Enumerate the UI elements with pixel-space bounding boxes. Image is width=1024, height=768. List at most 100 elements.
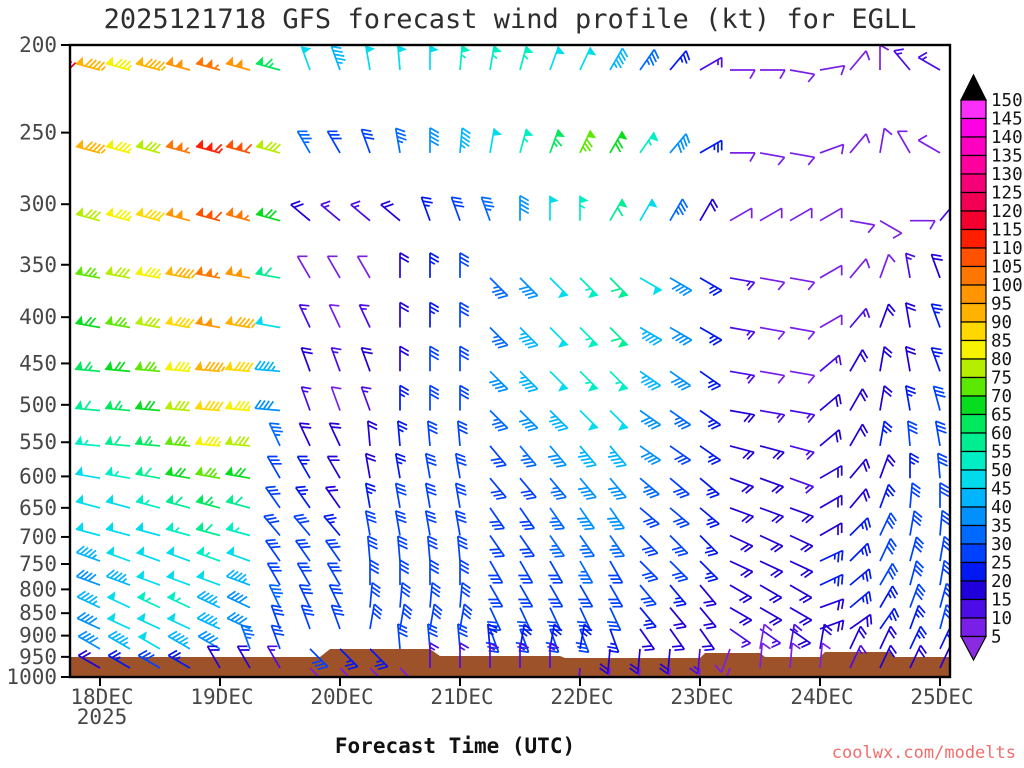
barb-staff — [932, 385, 946, 411]
barb-staff — [326, 130, 342, 154]
barb-staff — [607, 628, 620, 654]
barb-staff — [729, 445, 755, 460]
wind-barb — [298, 304, 311, 328]
wind-barb — [879, 562, 899, 586]
wind-barb — [369, 559, 380, 586]
barb-staff — [330, 45, 346, 71]
wind-barb — [879, 625, 897, 650]
barb-staff — [609, 47, 629, 71]
barb-staff — [819, 598, 845, 611]
barb-staff — [488, 370, 509, 393]
watermark-link[interactable]: coolwx.com/modelts — [832, 743, 1016, 763]
barb-flag — [225, 400, 233, 409]
barb-staff — [729, 326, 756, 341]
wind-barb — [166, 570, 191, 586]
barb-staff — [135, 208, 166, 222]
wind-barb — [909, 452, 920, 479]
wind-barb — [106, 612, 131, 630]
wind-barb — [659, 648, 671, 675]
wind-barb — [454, 482, 467, 509]
barb-staff — [879, 127, 893, 154]
barb-staff — [669, 607, 687, 630]
barb-staff — [608, 560, 624, 584]
barb-flag — [588, 339, 598, 348]
barb-staff — [729, 628, 751, 649]
barb-staff — [879, 219, 903, 239]
barb-staff — [609, 326, 629, 346]
wind-barb — [639, 198, 658, 222]
barb-staff — [225, 213, 251, 222]
wind-barb — [75, 56, 106, 72]
wind-barb — [459, 345, 470, 372]
barb-flag — [550, 195, 559, 204]
barb-staff — [578, 560, 594, 584]
wind-barb — [909, 560, 925, 586]
barb-staff — [166, 551, 191, 562]
barb-staff — [699, 139, 723, 154]
barb-staff — [879, 625, 897, 650]
barb-flag — [255, 265, 263, 275]
y-tick-label: 900 — [19, 624, 57, 648]
barb-staff — [137, 635, 161, 650]
colorbar-label: 90 — [991, 313, 1012, 333]
barb-staff — [669, 477, 690, 499]
barb-flag — [165, 315, 173, 325]
barb-staff — [135, 58, 166, 72]
wind-barb — [759, 445, 785, 460]
wind-barb — [639, 607, 657, 630]
colorbar-label: 130 — [991, 165, 1023, 185]
wind-barb — [326, 130, 342, 154]
wind-barb — [699, 607, 717, 630]
barb-staff — [396, 623, 408, 649]
colorbar-label: 40 — [991, 498, 1012, 518]
wind-barb — [608, 560, 624, 584]
wind-barb — [729, 370, 756, 384]
barb-staff — [450, 196, 465, 221]
barb-flag — [165, 265, 173, 275]
barb-staff — [849, 50, 871, 71]
barb-staff — [75, 473, 101, 480]
barb-flag — [135, 360, 143, 370]
colorbar-label: 70 — [991, 387, 1012, 407]
barb-staff — [270, 624, 285, 650]
colorbar-cell — [960, 247, 987, 268]
wind-barb — [904, 252, 916, 279]
wind-barb — [167, 630, 191, 650]
wind-barb — [789, 623, 803, 650]
barb-staff — [917, 134, 941, 154]
barb-staff — [819, 549, 844, 563]
wind-barb — [789, 507, 815, 524]
barb-staff — [255, 322, 281, 329]
barb-flag — [135, 400, 143, 409]
barb-staff — [879, 420, 893, 447]
wind-barb — [166, 591, 191, 609]
wind-barb — [549, 195, 559, 221]
barb-staff — [165, 213, 191, 222]
wind-barb — [105, 139, 132, 154]
barb-staff — [399, 252, 410, 278]
wind-barb — [579, 46, 597, 71]
wind-barb — [699, 277, 723, 297]
barb-staff — [489, 409, 509, 432]
wind-barb — [849, 613, 873, 630]
wind-barb — [759, 277, 786, 291]
wind-barb — [424, 482, 437, 509]
barb-staff — [879, 385, 893, 411]
barb-staff — [75, 208, 102, 222]
wind-barb — [639, 445, 661, 466]
wind-barb — [330, 346, 342, 372]
barb-staff — [135, 267, 162, 279]
colorbar-label: 100 — [991, 276, 1023, 296]
wind-barb — [136, 570, 161, 586]
barb-flag — [493, 45, 502, 53]
wind-barb — [789, 326, 816, 341]
barb-staff — [759, 534, 784, 553]
barb-flag — [588, 383, 598, 392]
wind-barb — [459, 252, 470, 278]
wind-barb — [936, 452, 948, 479]
wind-barb — [917, 134, 941, 154]
wind-barb — [255, 56, 281, 71]
barb-staff — [369, 603, 383, 630]
wind-barb — [225, 56, 251, 71]
wind-barb — [879, 45, 890, 70]
